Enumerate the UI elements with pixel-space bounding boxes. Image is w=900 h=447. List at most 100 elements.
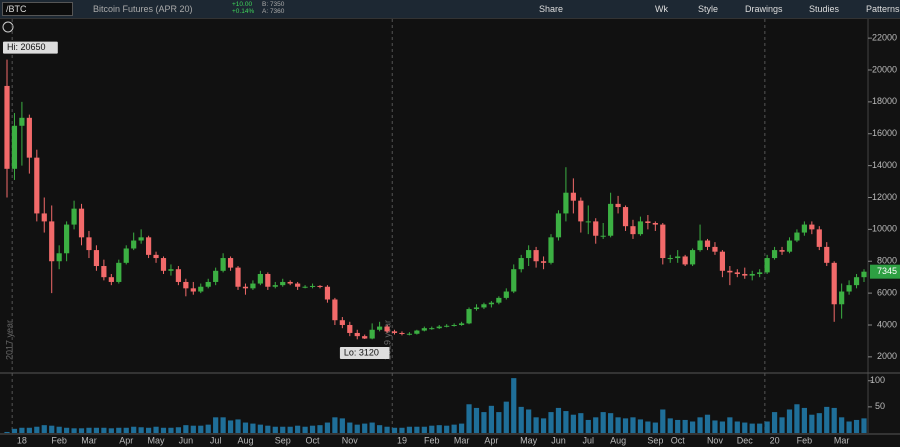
style-button[interactable]: Style xyxy=(698,4,719,14)
volume-bar xyxy=(93,427,100,433)
candle-body xyxy=(570,192,576,201)
volume-bar xyxy=(280,426,286,433)
volume-bar xyxy=(458,423,465,433)
volume-bar xyxy=(347,422,353,433)
x-tick-label: Jun xyxy=(551,435,566,445)
candle-body xyxy=(257,273,263,284)
candle-body xyxy=(675,256,681,259)
candle-body xyxy=(168,269,174,271)
candle-body xyxy=(786,240,793,252)
patterns-button[interactable]: Patterns xyxy=(866,4,900,14)
candle-body xyxy=(660,224,666,259)
annotation-box xyxy=(339,347,390,360)
y-tick-label: 12000 xyxy=(872,192,897,202)
candle-body xyxy=(41,213,47,222)
x-tick-label: 20 xyxy=(770,435,780,445)
volume-bar xyxy=(138,427,144,433)
volume-bar xyxy=(302,426,308,433)
candle-body xyxy=(354,332,360,337)
symbol-input[interactable]: /BTC xyxy=(2,2,73,16)
candle-body xyxy=(250,283,256,289)
volume-bar xyxy=(771,412,778,433)
candle-body xyxy=(734,272,740,274)
candle-body xyxy=(637,221,644,235)
volume-bar xyxy=(406,426,413,433)
volume-bar xyxy=(667,418,673,433)
candle-body xyxy=(652,222,658,225)
y-tick-label: 16000 xyxy=(872,128,897,138)
candle-body xyxy=(384,326,390,332)
volume-bar xyxy=(436,425,442,433)
change: +10.00 +0.14% xyxy=(232,1,254,15)
candle-body xyxy=(19,117,25,126)
annotation: Lo: 3120 xyxy=(344,347,379,357)
x-tick-label: 19 xyxy=(397,435,407,445)
candle-body xyxy=(555,213,562,238)
candle-body xyxy=(563,192,569,214)
volume-bar xyxy=(190,425,196,433)
candle-body xyxy=(332,299,338,321)
x-tick-label: May xyxy=(148,435,166,445)
candle-body xyxy=(466,309,472,324)
volume-bar xyxy=(339,418,345,433)
x-tick-label: Jun xyxy=(179,435,194,445)
x-tick-label: May xyxy=(520,435,538,445)
candle-body xyxy=(429,328,435,330)
candle-body xyxy=(34,157,40,214)
x-tick-label: Dec xyxy=(737,435,754,445)
candle-body xyxy=(391,331,398,333)
volume-bar xyxy=(526,409,532,433)
volume-bar xyxy=(764,421,770,433)
volume-bar xyxy=(4,431,10,433)
volume-bar xyxy=(429,425,435,433)
volume-bar xyxy=(742,422,748,433)
volume-bar xyxy=(377,425,383,433)
volume-bar xyxy=(399,427,405,433)
candle-body xyxy=(749,273,755,276)
volume-bar xyxy=(652,422,658,433)
ask: A: 7360 xyxy=(262,8,285,15)
volume-bar xyxy=(309,425,316,433)
candle-body xyxy=(295,283,301,287)
x-tick-label: Apr xyxy=(119,435,133,445)
studies-button[interactable]: Studies xyxy=(809,4,840,14)
volume-bar xyxy=(131,426,137,433)
candle-body xyxy=(503,291,509,298)
volume-bar xyxy=(56,426,62,433)
candle-body xyxy=(540,261,547,263)
volume-bar xyxy=(116,427,122,433)
volume-bar xyxy=(49,425,55,433)
volume-bar xyxy=(816,413,822,433)
candle-body xyxy=(853,277,860,286)
pct-change: +0.14% xyxy=(232,8,255,15)
candle-body xyxy=(757,272,763,274)
candle-body xyxy=(779,250,785,252)
share-button[interactable]: Share xyxy=(539,4,564,14)
volume-bar xyxy=(11,428,18,433)
aggregation-button[interactable]: Wk xyxy=(655,4,668,14)
candle-body xyxy=(265,273,271,287)
candle-body xyxy=(809,224,815,230)
info-icon[interactable] xyxy=(2,21,14,33)
y-tick-label: 14000 xyxy=(872,160,897,170)
volume-bar xyxy=(690,421,696,433)
candle-body xyxy=(145,237,152,255)
volume-bar xyxy=(503,401,509,433)
candle-body xyxy=(175,269,181,282)
volume-bar xyxy=(235,419,241,433)
candle-body xyxy=(56,253,62,262)
volume-bar xyxy=(608,413,614,433)
x-tick-label: Sep xyxy=(647,435,663,445)
description: Bitcoin Futures (APR 20) xyxy=(93,4,193,14)
candle-body xyxy=(831,262,837,305)
candle-body xyxy=(578,200,584,222)
volume-bar xyxy=(26,427,32,433)
candle-body xyxy=(317,285,323,287)
x-tick-label: Mar xyxy=(834,435,850,445)
y-tick-label: 20000 xyxy=(872,64,897,74)
volume-bar xyxy=(585,419,591,433)
volume-tick-label: 100 xyxy=(870,375,885,385)
volume-bar xyxy=(622,418,629,433)
candle-body xyxy=(227,258,234,268)
drawings-button[interactable]: Drawings xyxy=(745,4,783,14)
